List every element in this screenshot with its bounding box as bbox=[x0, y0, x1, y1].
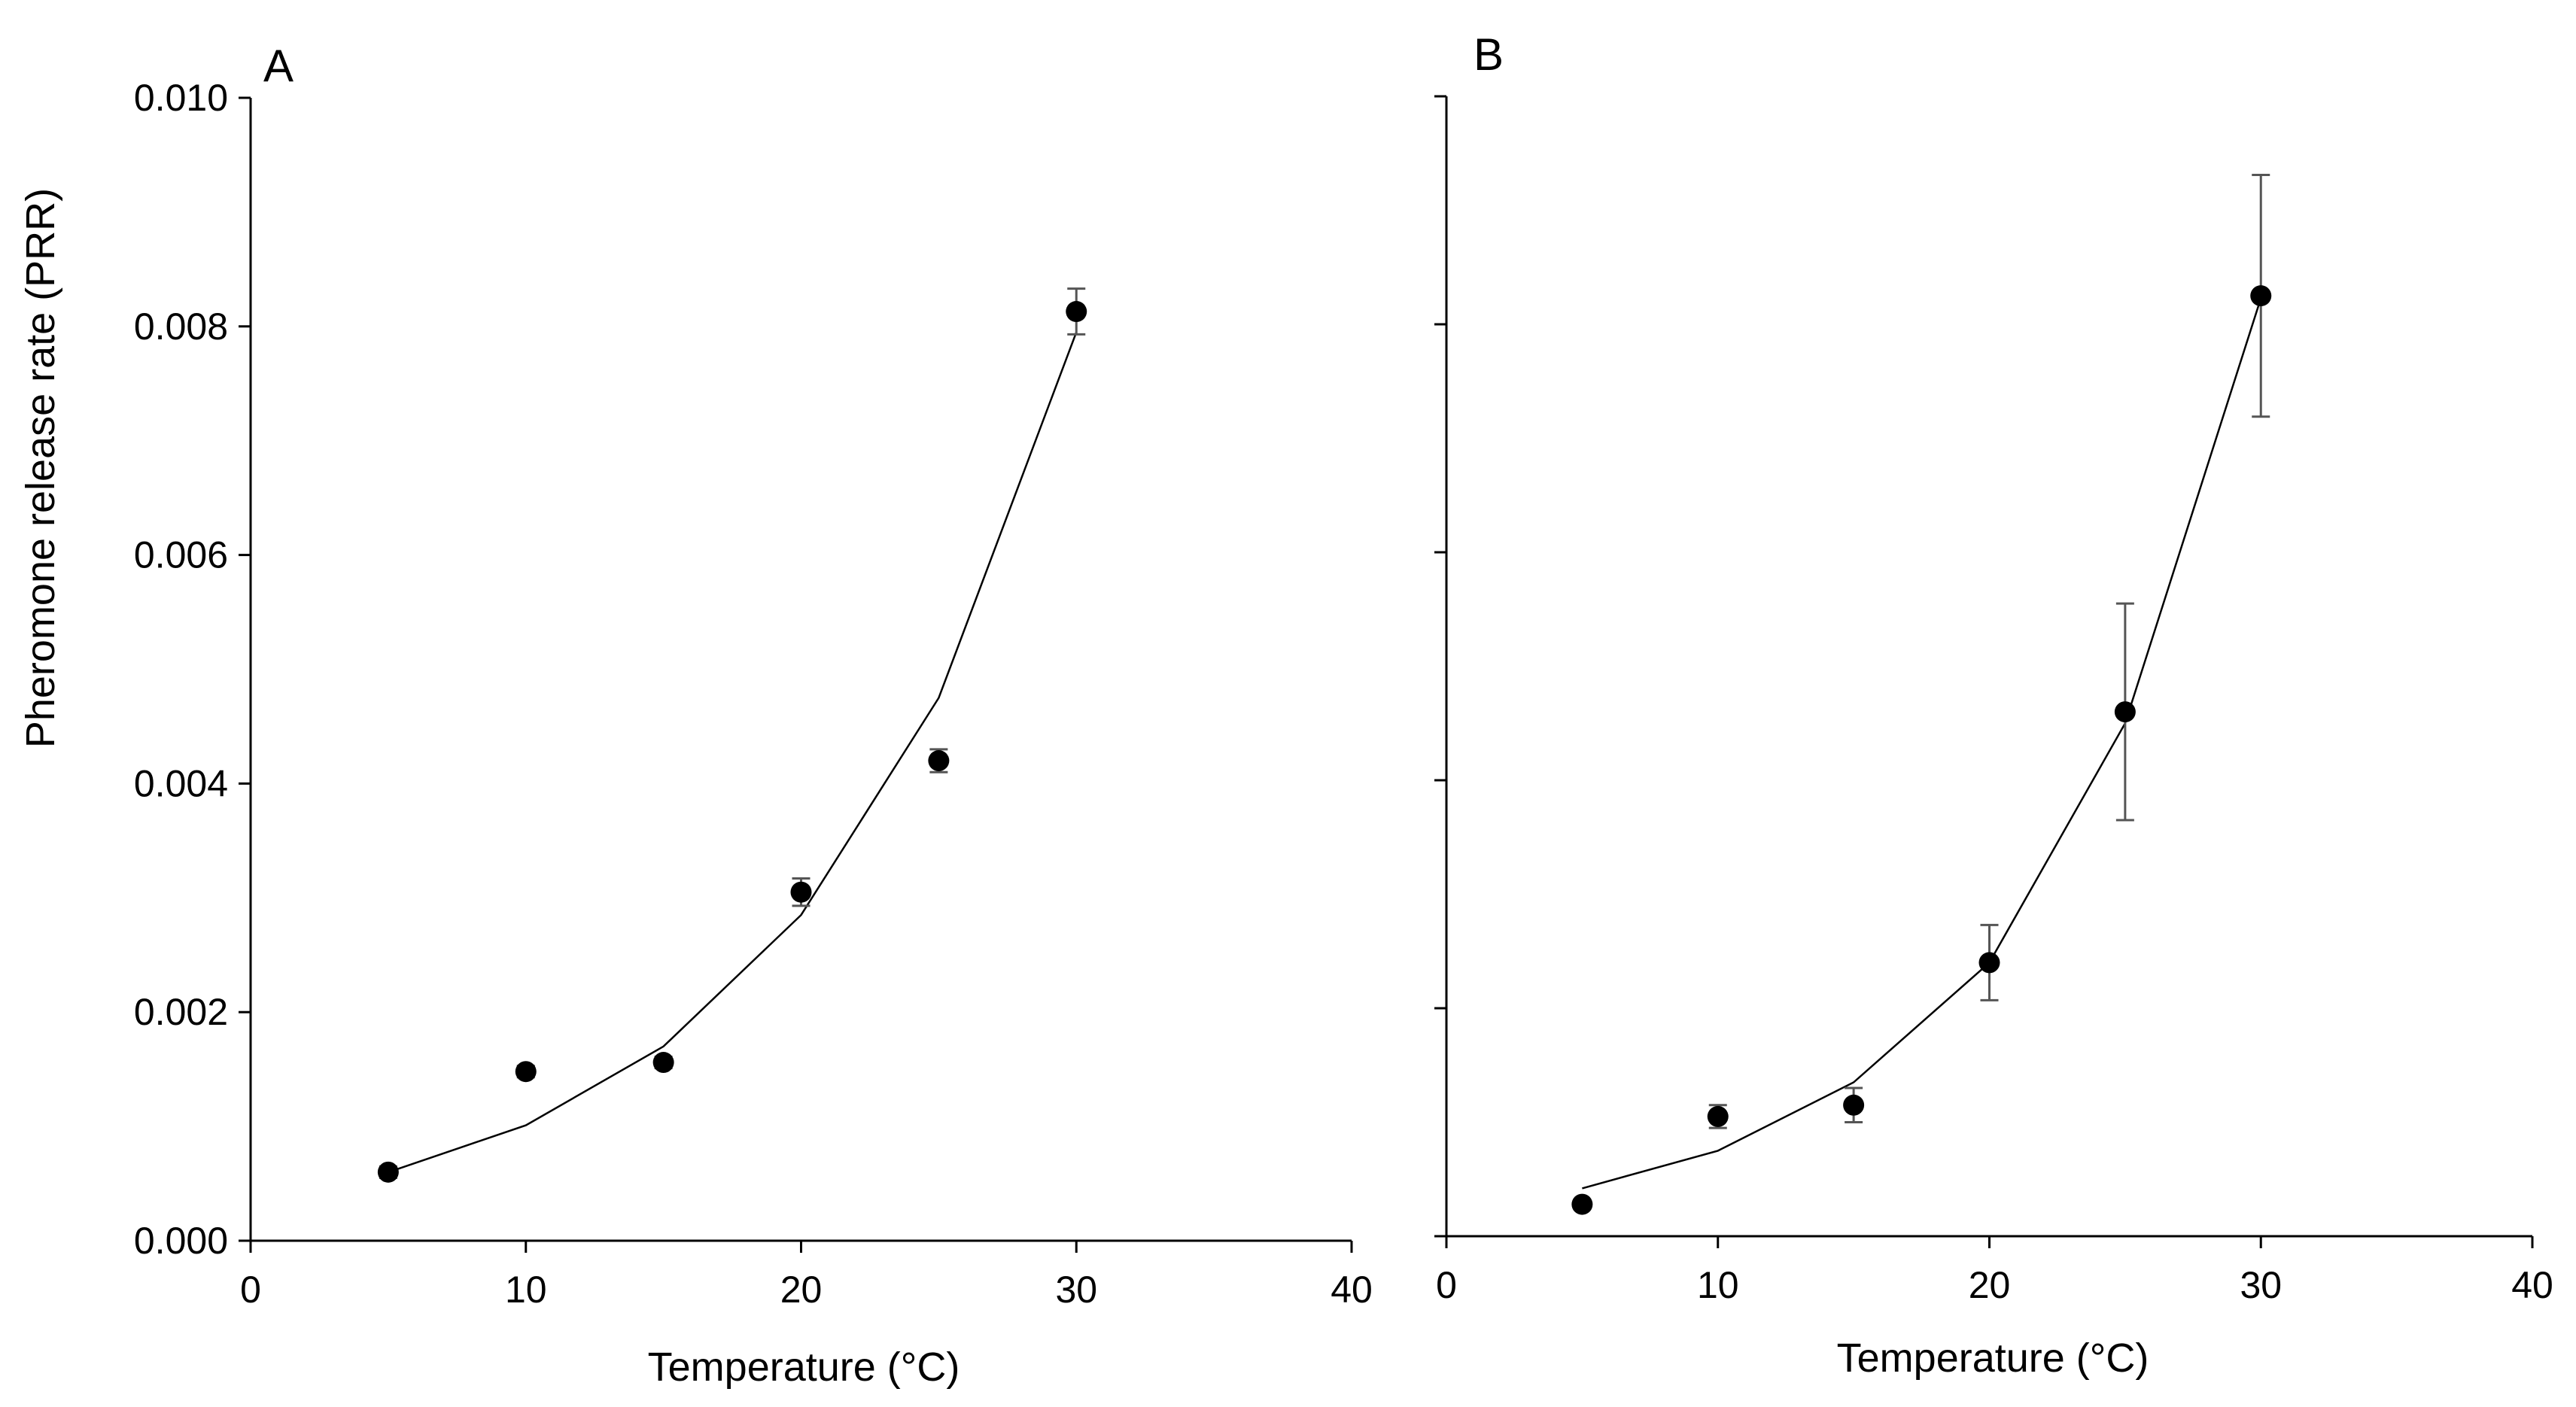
panel-b-fit-line bbox=[1582, 297, 2262, 1190]
panel-b-data-point bbox=[2114, 701, 2136, 723]
panel-b-x-tick-label: 20 bbox=[1969, 1264, 2011, 1306]
panel-a-y-tick-label: 0.006 bbox=[134, 534, 228, 576]
panel-a-data-point bbox=[790, 881, 812, 903]
panel-a-x-tick-label: 40 bbox=[1331, 1269, 1373, 1311]
panel-b-x-tick-label: 40 bbox=[2511, 1264, 2553, 1306]
panel-a-y-tick-label: 0.010 bbox=[134, 77, 228, 119]
panel-a-data-point bbox=[515, 1061, 537, 1083]
panel-b-data-point bbox=[1978, 952, 2000, 974]
panel-a: A Temperature (°C) Pheromone release rat… bbox=[18, 41, 1373, 1390]
panel-b-data-point bbox=[1843, 1094, 1865, 1116]
panel-b-data-point bbox=[1707, 1105, 1729, 1127]
panel-a-x-tick-label: 30 bbox=[1055, 1269, 1097, 1311]
panel-a-data-point bbox=[377, 1161, 399, 1183]
panel-a-y-tick-label: 0.000 bbox=[134, 1220, 228, 1262]
panel-a-x-tick-label: 20 bbox=[780, 1269, 823, 1311]
panel-b-x-tick-label: 0 bbox=[1436, 1264, 1457, 1306]
panel-b-x-axis-title: Temperature (°C) bbox=[1837, 1336, 2149, 1381]
panel-a-data-point bbox=[1066, 301, 1087, 323]
panel-a-x-axis-title: Temperature (°C) bbox=[648, 1345, 960, 1390]
panel-a-x-tick-label: 10 bbox=[505, 1269, 547, 1311]
panel-b-data-point bbox=[2250, 285, 2272, 307]
panel-a-data-point bbox=[928, 750, 950, 772]
panel-a-y-tick-label: 0.008 bbox=[134, 305, 228, 348]
panel-a-y-tick-label: 0.004 bbox=[134, 762, 228, 804]
panel-a-fit-line bbox=[388, 331, 1078, 1174]
panel-a-y-tick-label: 0.002 bbox=[134, 991, 228, 1033]
panel-b: B Temperature (°C) 0 10 20 30 40 bbox=[1434, 29, 2553, 1381]
panel-b-data-point bbox=[1571, 1193, 1593, 1215]
panel-a-x-tick-label: 0 bbox=[240, 1269, 261, 1311]
panel-a-letter: A bbox=[263, 41, 293, 91]
panel-b-letter: B bbox=[1474, 29, 1504, 80]
panel-a-data-point bbox=[652, 1052, 674, 1074]
panel-a-y-axis-title: Pheromone release rate (PRR) bbox=[18, 188, 63, 748]
panel-b-x-tick-label: 10 bbox=[1697, 1264, 1739, 1306]
panel-b-x-tick-label: 30 bbox=[2240, 1264, 2282, 1306]
